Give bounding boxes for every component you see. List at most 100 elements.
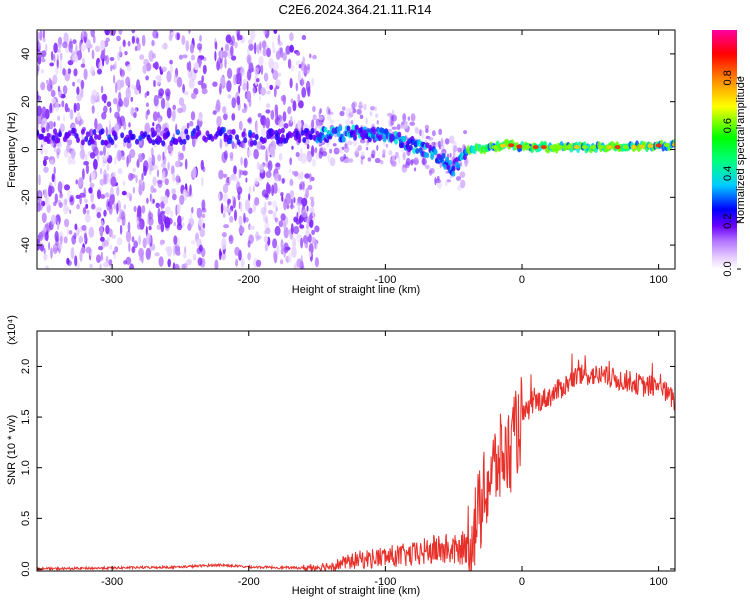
spectrogram-noise-cell xyxy=(309,207,315,213)
spectrogram-noise-cell xyxy=(309,53,312,59)
spectrogram-noise-cell xyxy=(188,30,191,34)
spectrogram-noise-cell xyxy=(53,121,56,128)
spectrogram-noise-cell xyxy=(50,214,57,225)
spectrogram-noise-cell xyxy=(212,81,218,87)
spectrogram-ridge-cell xyxy=(92,129,97,135)
spectrogram-x-axis-title: Height of straight line (km) xyxy=(292,284,420,296)
spectrogram-peak-cell xyxy=(524,145,531,150)
spectrogram-noise-cell xyxy=(153,79,156,88)
spectrogram-peak-cell xyxy=(565,145,572,150)
spectrogram-noise-cell xyxy=(189,120,194,127)
spectrogram-noise-cell xyxy=(228,234,234,245)
spectrogram-noise-cell xyxy=(155,202,160,209)
spectrogram-noise-cell xyxy=(259,41,262,51)
spectrogram-noise-cell xyxy=(167,258,171,268)
spectrogram-noise-cell xyxy=(54,177,57,187)
spectrogram-noise-cell xyxy=(62,41,68,49)
spectrogram-noise-cell xyxy=(173,73,178,84)
spectrogram-noise-cell xyxy=(55,102,60,112)
spectrogram-noise-cell xyxy=(295,82,298,92)
spectrogram-noise-cell xyxy=(289,190,295,199)
spectrogram-noise-cell xyxy=(186,258,192,266)
spectrogram-ridge-cell xyxy=(271,129,276,136)
spectrogram-noise-cell xyxy=(369,111,373,116)
spectrogram-ridge-cell xyxy=(76,137,80,143)
spectrogram-noise-cell xyxy=(273,30,278,34)
spectrogram-noise-cell xyxy=(260,128,267,137)
spectrogram-peak-cell xyxy=(672,142,675,147)
spectrogram-noise-cell xyxy=(290,64,295,72)
spectrogram-noise-cell xyxy=(255,78,260,83)
spectrogram-noise-cell xyxy=(148,50,154,62)
spectrogram-noise-cell xyxy=(67,155,72,165)
spectrogram-noise-cell xyxy=(53,247,58,253)
spectrogram-ridge-cell xyxy=(182,138,187,145)
spectrogram-noise-cell xyxy=(91,203,96,210)
spectrogram-noise-cell xyxy=(278,174,282,182)
spectrogram-noise-cell xyxy=(231,141,235,150)
spectrogram-ridge-cell xyxy=(425,152,430,159)
spectrogram-noise-cell xyxy=(410,113,416,122)
spectrogram-noise-cell xyxy=(160,66,167,73)
spectrogram-noise-cell xyxy=(275,162,281,168)
spectrogram-noise-cell xyxy=(37,95,42,102)
spectrogram-noise-cell xyxy=(160,200,163,211)
snr-frame xyxy=(36,330,676,572)
spectrogram-noise-cell xyxy=(136,222,143,230)
spectrogram-noise-cell xyxy=(201,176,204,187)
spectrogram-y-tick-label: 0 xyxy=(20,146,32,152)
snr-panel: -300 -200 -100 0 100 0.0 0.5 1.0 1.5 2.0 Height … xyxy=(6,315,676,597)
spectrogram-noise-cell xyxy=(347,140,353,146)
spectrogram-noise-cell xyxy=(145,232,152,245)
spectrogram-noise-cell xyxy=(157,117,162,123)
spectrogram-noise-cell xyxy=(231,113,236,121)
spectrogram-noise-cell xyxy=(343,145,350,153)
spectrogram-noise-cell xyxy=(398,155,401,165)
spectrogram-noise-cell xyxy=(255,120,259,132)
spectrogram-noise-cell xyxy=(149,165,152,176)
spectrogram-noise-cell xyxy=(96,254,101,263)
spectrogram-ridge-cell xyxy=(310,128,315,134)
spectrogram-noise-cell xyxy=(299,224,305,229)
spectrogram-noise-cell xyxy=(181,264,186,269)
spectrogram-noise-cell xyxy=(57,181,63,193)
spectrogram-ridge-cell xyxy=(451,165,456,172)
spectrogram-noise-cell xyxy=(386,112,393,117)
spectrogram-noise-cell xyxy=(308,251,312,258)
spectrogram-ridge-cell xyxy=(110,139,115,146)
spectrogram-ridge-cell xyxy=(412,147,417,154)
spectrogram-noise-cell xyxy=(115,82,118,94)
spectrogram-noise-cell xyxy=(348,111,354,118)
spectrogram-ridge-cell xyxy=(297,133,302,140)
spectrogram-noise-cell xyxy=(301,211,307,218)
spectrogram-noise-cell xyxy=(229,152,234,159)
spectrogram-noise-cell xyxy=(89,182,95,189)
spectrogram-ridge-cell xyxy=(94,133,98,140)
spectrogram-noise-cell xyxy=(425,128,429,133)
spectrogram-ridge-cell xyxy=(176,129,180,136)
spectrogram-noise-cell xyxy=(41,212,47,223)
spectrogram-peak-cell xyxy=(532,145,539,150)
spectrogram-noise-cell xyxy=(112,97,118,105)
spectrogram-noise-cell xyxy=(66,226,69,236)
spectrogram-noise-cell xyxy=(74,255,78,267)
spectrogram-noise-cell xyxy=(83,32,89,38)
spectrogram-noise-cell xyxy=(113,250,117,260)
spectrogram-noise-cell xyxy=(59,123,65,133)
spectrogram-noise-cell xyxy=(236,95,241,106)
spectrogram-noise-cell xyxy=(44,108,50,120)
spectrogram-noise-cell xyxy=(247,68,252,81)
spectrogram-noise-cell xyxy=(315,151,319,160)
spectrogram-noise-cell xyxy=(125,256,132,265)
spectrogram-noise-cell xyxy=(132,167,136,173)
spectrogram-noise-cell xyxy=(281,178,285,184)
spectrogram-noise-cell xyxy=(424,124,429,130)
spectrogram-noise-cell xyxy=(238,215,243,227)
spectrogram-peak-cell xyxy=(573,145,580,150)
spectrogram-noise-cell xyxy=(277,41,284,46)
spectrogram-noise-cell xyxy=(292,237,296,249)
spectrogram-noise-cell xyxy=(227,209,232,214)
spectrogram-noise-cell xyxy=(126,64,132,72)
spectrogram-noise-cell xyxy=(446,179,452,183)
spectrogram-noise-cell xyxy=(188,60,192,72)
